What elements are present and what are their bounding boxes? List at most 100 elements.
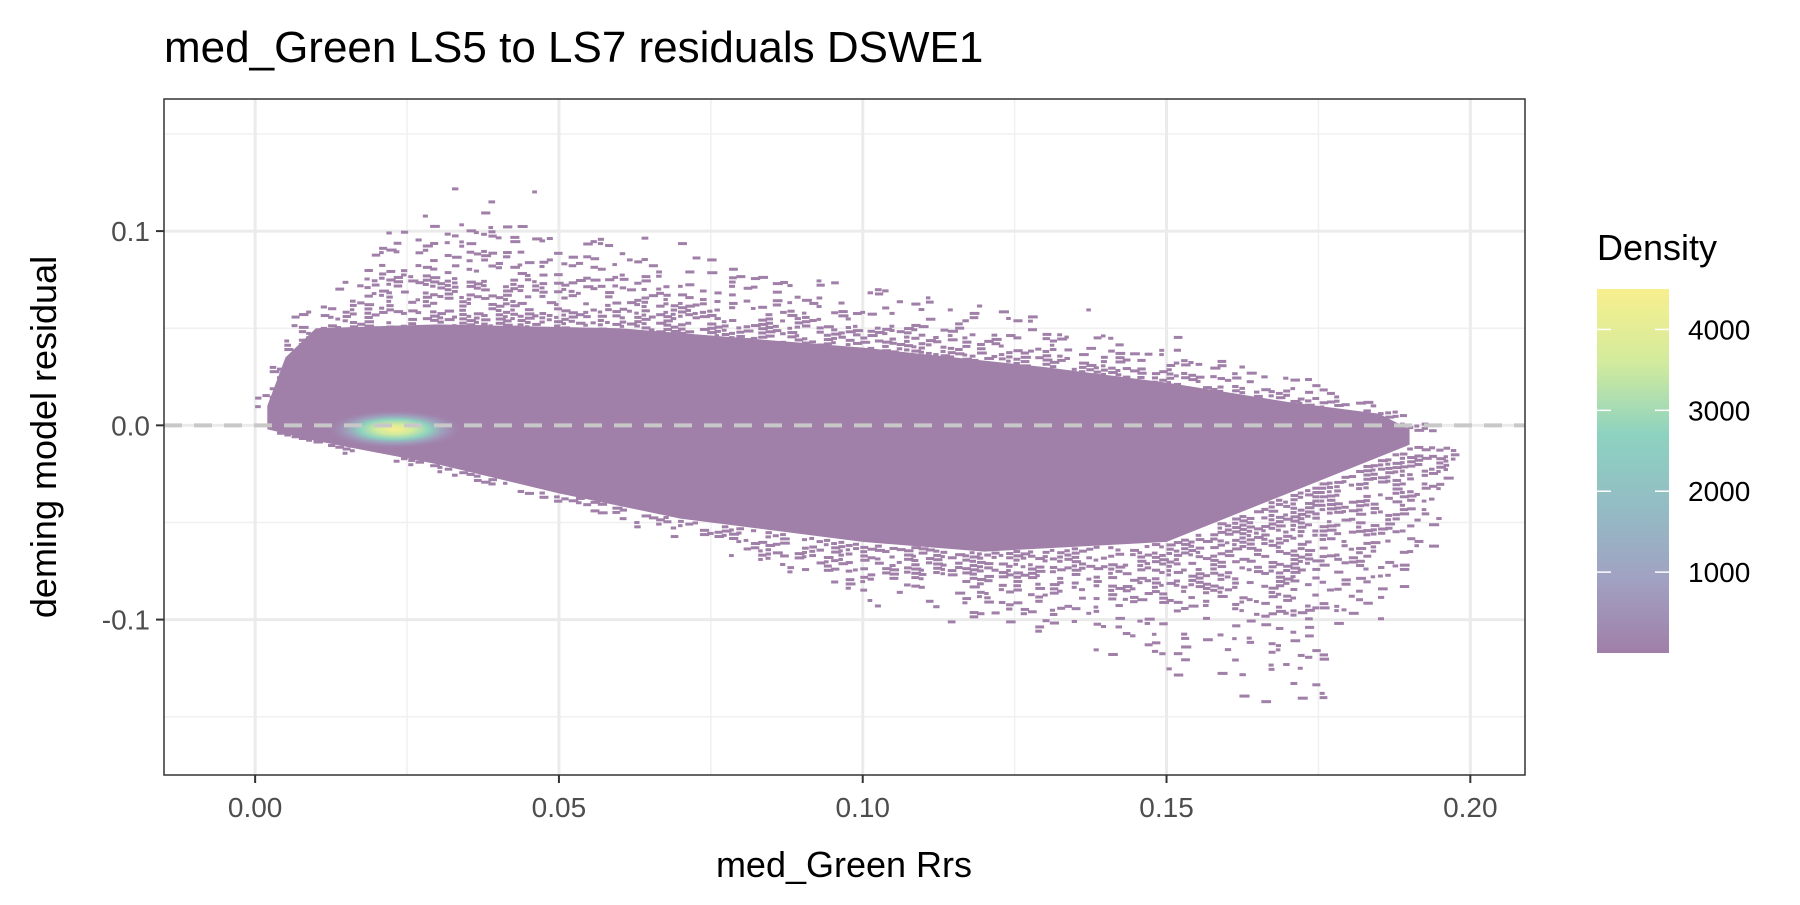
density-bin [554,273,563,277]
density-bin [969,611,979,615]
density-bin [904,335,910,339]
density-bin [984,596,991,600]
density-bin [736,275,746,279]
density-bin [386,248,397,252]
density-bin [539,265,545,269]
density-bin [1334,395,1340,399]
density-bin [466,259,473,263]
density-bin [597,267,606,271]
density-bin [1217,377,1225,381]
density-bin [1261,537,1268,541]
density-bin [750,542,761,546]
density-bin [634,521,640,525]
density-bin [1334,506,1342,510]
density-bin [787,331,798,335]
density-bin [1086,564,1096,568]
density-bin [685,522,694,526]
density-bin [481,296,490,300]
density-bin [473,316,480,320]
density-bin [1188,549,1197,553]
density-bin [765,313,773,317]
density-bin [1071,547,1078,551]
density-bin [816,296,823,300]
density-bin [1319,525,1329,529]
density-bin [1151,560,1161,564]
density-bin [495,313,504,317]
density-bin [1363,533,1371,537]
density-bin [1108,597,1117,601]
density-bin [269,387,276,391]
density-bin [1334,480,1344,484]
density-bin [758,322,769,326]
density-bin [867,312,877,316]
density-bin [998,571,1009,575]
density-bin [1181,542,1191,546]
density-bin [853,542,859,546]
density-bin [495,321,506,325]
density-bin [1086,577,1092,581]
density-bin [976,565,984,569]
density-bin [1195,576,1204,580]
density-bin [925,339,937,343]
density-bin [1049,339,1057,343]
density-bin [481,314,488,318]
density-bin [1130,600,1138,604]
density-bin [1297,653,1305,657]
density-bin [1195,379,1201,383]
density-bin [1108,571,1113,575]
density-bin [634,298,642,302]
density-bin [1334,403,1344,407]
density-bin [758,305,768,309]
density-bin [969,559,976,563]
density-bin [1421,482,1428,486]
density-bin [955,322,963,326]
density-bin [1130,548,1139,552]
density-bin [561,317,569,321]
density-bin [1290,528,1296,532]
density-bin [678,314,683,318]
density-bin [823,338,834,342]
density-bin [1246,538,1255,542]
density-bin [444,283,451,287]
density-bin [1246,525,1256,529]
density-bin [1093,575,1100,579]
density-bin [1130,634,1136,638]
density-bin [626,322,637,326]
density-bin [1377,476,1388,480]
density-bin [459,304,467,308]
density-bin [1217,526,1223,530]
density-bin [1246,546,1257,550]
density-bin [473,231,479,235]
density-bin [1290,549,1298,553]
density-bin [1370,506,1380,510]
density-bin [918,551,928,555]
density-bin [772,299,783,303]
density-bin [298,313,309,317]
density-bin [823,538,831,542]
density-bin [1348,556,1358,560]
density-bin [1151,585,1158,589]
density-bin [386,299,392,303]
density-bin [721,328,727,332]
density-bin [619,277,629,281]
density-bin [422,244,433,248]
density-bin [1013,588,1022,592]
density-bin [685,308,692,312]
density-peak [324,409,465,450]
density-bin [1049,360,1060,364]
density-bin [998,344,1004,348]
density-bin [1049,612,1058,616]
density-bin [400,230,409,234]
density-bin [947,620,956,624]
density-bin [670,329,681,333]
density-bin [933,571,940,575]
density-bin [1363,529,1373,533]
density-bin [597,284,606,288]
density-bin [1385,415,1395,419]
density-bin [670,312,676,316]
density-bin [371,279,378,283]
density-bin [1093,366,1099,370]
density-bin [517,284,525,288]
density-bin [780,563,786,567]
density-bin [685,321,692,325]
